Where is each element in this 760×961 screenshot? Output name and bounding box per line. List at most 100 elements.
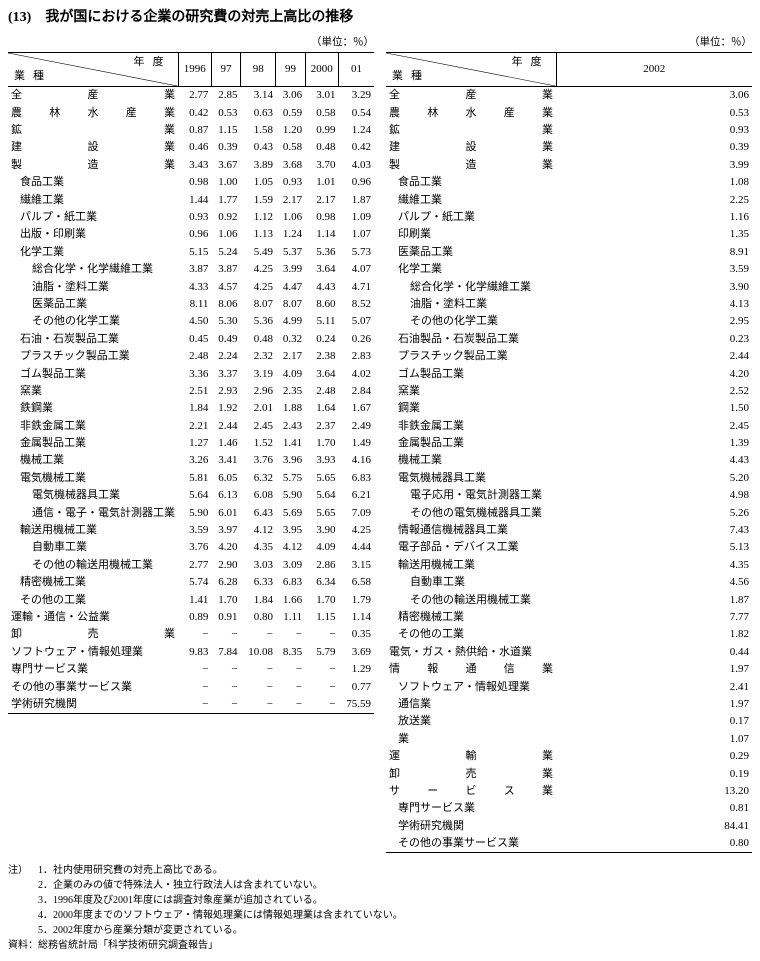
table-row: 専門サービス業0.81: [386, 800, 752, 817]
table-row: 自動車工業3.764.204.354.124.094.44: [8, 539, 374, 556]
cell-value: 4.25: [339, 522, 375, 539]
row-label: 非鉄金属工業: [8, 418, 178, 435]
table-row: 金属製品工業1.39: [386, 435, 752, 452]
cell-value: 5.90: [276, 487, 305, 504]
cell-value: 3.95: [276, 522, 305, 539]
cell-value: 0.48: [305, 139, 338, 156]
cell-value: 4.44: [339, 539, 375, 556]
cell-value: −: [276, 696, 305, 714]
table-row: 通信業1.97: [386, 696, 752, 713]
row-label: 化学工業: [386, 261, 556, 278]
table-row: 学術研究機関−−−−−75.59: [8, 696, 374, 714]
cell-value: 5.26: [556, 505, 752, 522]
cell-value: 0.77: [339, 679, 375, 696]
cell-value: 2.43: [276, 418, 305, 435]
table-row: 建設業0.460.390.430.580.480.42: [8, 139, 374, 156]
row-label: プラスチック製品工業: [386, 348, 556, 365]
table-row: 専門サービス業−−−−−1.29: [8, 661, 374, 678]
cell-value: 5.64: [305, 487, 338, 504]
table-row: 情報通信業1.97: [386, 661, 752, 678]
cell-value: 1.79: [339, 592, 375, 609]
cell-value: 3.36: [178, 366, 211, 383]
cell-value: 3.14: [241, 87, 276, 105]
table-row: その他の輸送用機械工業2.772.903.033.092.863.15: [8, 557, 374, 574]
left-col: （単位：％） 年度業種1996979899200001全産業2.772.853.…: [8, 36, 374, 715]
cell-value: 4.16: [339, 452, 375, 469]
row-label: 化学工業: [8, 244, 178, 261]
cell-value: 2.17: [276, 348, 305, 365]
cell-value: 9.83: [178, 644, 211, 661]
cell-value: 2.25: [556, 192, 752, 209]
table-row: 製造業3.433.673.893.683.704.03: [8, 157, 374, 174]
cell-value: 2.95: [556, 313, 752, 330]
cell-value: 2.49: [339, 418, 375, 435]
cell-value: 5.69: [276, 505, 305, 522]
col-header: 2000: [305, 53, 338, 87]
row-label: 金属製品工業: [386, 435, 556, 452]
table-row: 電気機械工業5.816.056.325.755.656.83: [8, 470, 374, 487]
cell-value: 0.80: [556, 835, 752, 853]
col-header: 99: [276, 53, 305, 87]
left-table: 年度業種1996979899200001全産業2.772.853.143.063…: [8, 52, 374, 714]
cell-value: 5.36: [241, 313, 276, 330]
table-row: 建設業0.39: [386, 139, 752, 156]
cell-value: 0.32: [276, 331, 305, 348]
cell-value: 1.11: [276, 609, 305, 626]
row-label: 製造業: [8, 157, 178, 174]
table-row: 非鉄金属工業2.45: [386, 418, 752, 435]
col-header: 97: [211, 53, 240, 87]
row-label: 総合化学・化学繊維工業: [8, 261, 178, 278]
cell-value: 5.13: [556, 539, 752, 556]
cell-value: 3.99: [276, 261, 305, 278]
cell-value: 7.09: [339, 505, 375, 522]
table-row: 放送業0.17: [386, 713, 752, 730]
cell-value: 0.81: [556, 800, 752, 817]
cell-value: 3.99: [556, 157, 752, 174]
table-row: その他の輸送用機械工業1.87: [386, 592, 752, 609]
table-row: 鋼業1.50: [386, 400, 752, 417]
row-label: その他の化学工業: [386, 313, 556, 330]
table-row: 電子応用・電気計測器工業4.98: [386, 487, 752, 504]
row-label: 専門サービス業: [8, 661, 178, 678]
row-label: 精密機械工業: [386, 609, 556, 626]
cell-value: 1.14: [339, 609, 375, 626]
cell-value: 1.44: [178, 192, 211, 209]
table-row: 機械工業4.43: [386, 452, 752, 469]
cell-value: 2.77: [178, 557, 211, 574]
cell-value: −: [305, 626, 338, 643]
cell-value: 2.83: [339, 348, 375, 365]
cell-value: 2.32: [241, 348, 276, 365]
cell-value: 4.12: [276, 539, 305, 556]
cell-value: 1.66: [276, 592, 305, 609]
row-label: 機械工業: [386, 452, 556, 469]
cell-value: −: [276, 626, 305, 643]
cell-value: 1.58: [241, 122, 276, 139]
cell-value: 5.90: [178, 505, 211, 522]
cell-value: −: [241, 661, 276, 678]
cell-value: 0.98: [305, 209, 338, 226]
row-label: 通信・電子・電気計測器工業: [8, 505, 178, 522]
table-row: 農林水産業0.420.530.630.590.580.54: [8, 105, 374, 122]
table-row: プラスチック製品工業2.44: [386, 348, 752, 365]
row-label: 情報通信業: [386, 661, 556, 678]
cell-value: 0.43: [241, 139, 276, 156]
cell-value: 0.91: [211, 609, 240, 626]
cell-value: 2.17: [276, 192, 305, 209]
cell-value: 0.87: [178, 122, 211, 139]
table-row: 医薬品工業8.91: [386, 244, 752, 261]
table-row: その他の事業サービス業−−−−−0.77: [8, 679, 374, 696]
cell-value: 1.20: [276, 122, 305, 139]
row-label: 食品工業: [386, 174, 556, 191]
cell-value: 0.35: [339, 626, 375, 643]
row-label: 自動車工業: [8, 539, 178, 556]
row-label: 学術研究機関: [386, 818, 556, 835]
row-label: 卸売業: [386, 766, 556, 783]
cell-value: −: [241, 679, 276, 696]
cell-value: 1.29: [339, 661, 375, 678]
cell-value: 0.63: [241, 105, 276, 122]
cell-value: 1.87: [339, 192, 375, 209]
cell-value: 6.83: [339, 470, 375, 487]
table-row: 印刷業1.35: [386, 226, 752, 243]
table-row: 製造業3.99: [386, 157, 752, 174]
cell-value: 6.08: [241, 487, 276, 504]
